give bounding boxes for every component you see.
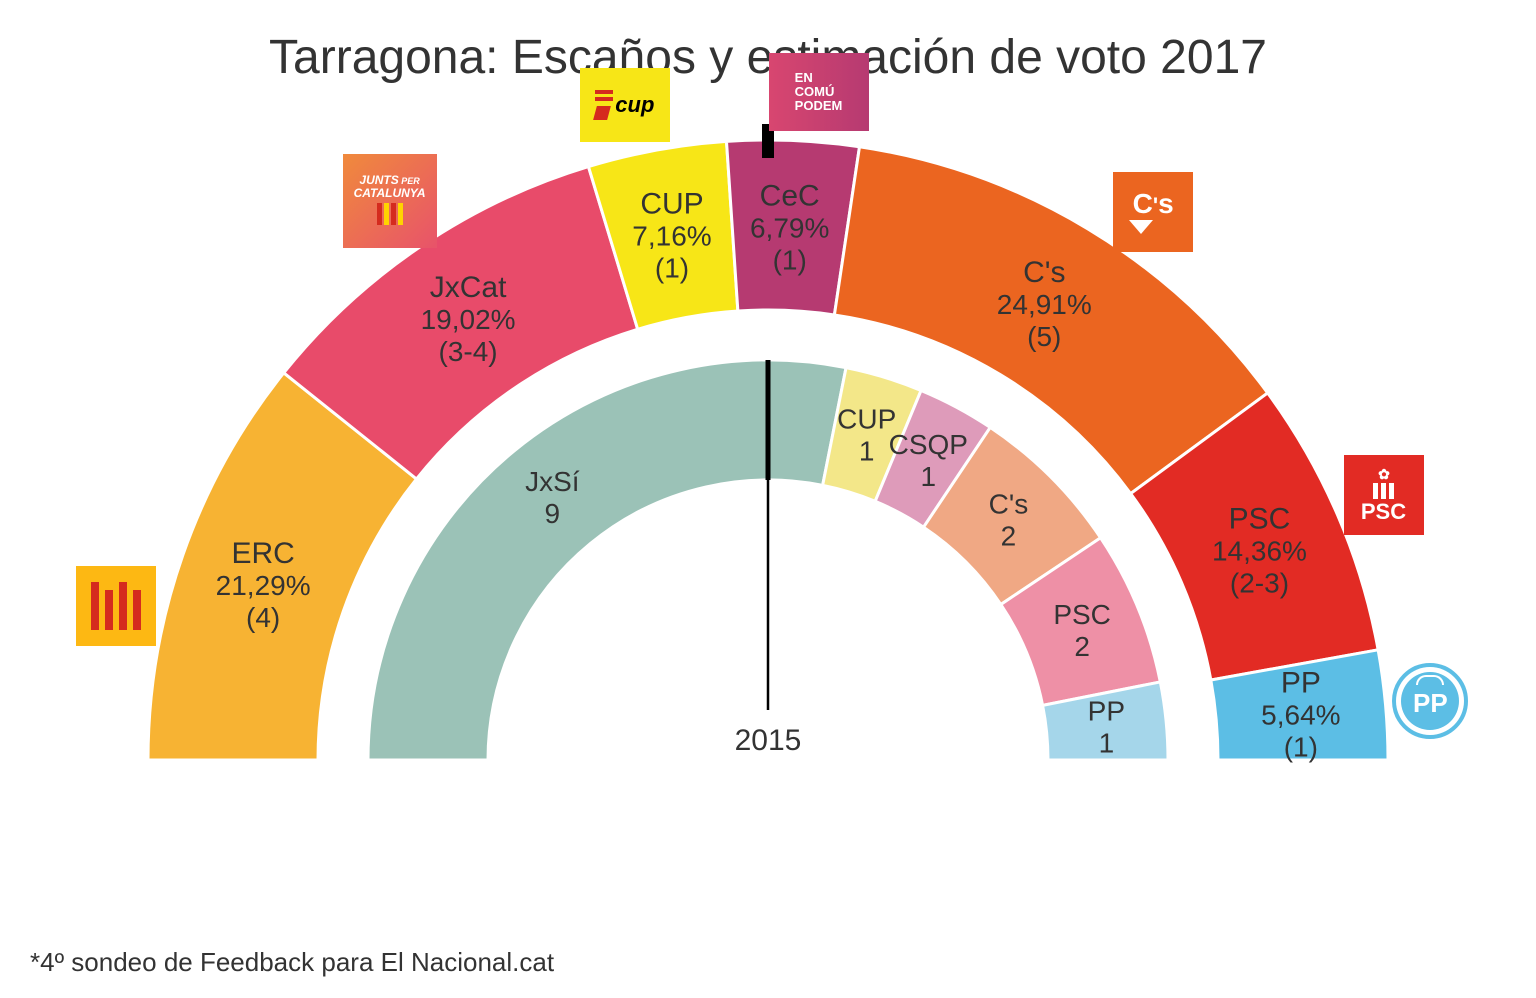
outer-label-pct-jxcat: 19,02% — [421, 304, 516, 335]
logo-erc — [76, 566, 156, 646]
footnote: *4º sondeo de Feedback para El Nacional.… — [30, 947, 554, 978]
outer-label-pct-psc: 14,36% — [1212, 536, 1307, 567]
inner-label-seats-cup2: 1 — [859, 436, 875, 467]
inner-label-name-cs2: C's — [989, 489, 1029, 520]
inner-label-seats-pp2: 1 — [1099, 728, 1115, 759]
inner-label-seats-jxsi: 9 — [545, 498, 561, 529]
outer-label-pct-cup: 7,16% — [632, 221, 711, 252]
inner-label-seats-cs2: 2 — [1001, 521, 1017, 552]
logo-jxcat: JUNTS PERCATALUNYA — [343, 154, 437, 248]
outer-label-pct-pp: 5,64% — [1261, 699, 1340, 730]
logo-cup: cup — [580, 68, 670, 142]
outer-label-name-cup: CUP — [640, 188, 703, 221]
outer-label-pct-cs: 24,91% — [997, 289, 1092, 320]
outer-label-name-jxcat: JxCat — [430, 271, 507, 304]
outer-label-name-cec: CeC — [760, 179, 820, 212]
inner-label-name-cup2: CUP — [837, 404, 896, 435]
logo-cec: ENCOMÚPODEM — [769, 53, 869, 131]
chart-container: ERC21,29%(4)JxCat19,02%(3-4)CUP7,16%(1)C… — [0, 120, 1536, 920]
outer-label-seats-cup: (1) — [655, 253, 689, 284]
inner-label-seats-psc2: 2 — [1074, 631, 1090, 662]
outer-label-seats-pp: (1) — [1284, 731, 1318, 762]
inner-label-name-csqp: CSQP — [889, 429, 968, 460]
outer-label-name-pp: PP — [1281, 666, 1321, 699]
outer-label-name-psc: PSC — [1229, 503, 1291, 536]
inner-label-name-psc2: PSC — [1053, 599, 1111, 630]
inner-label-seats-csqp: 1 — [920, 461, 936, 492]
outer-label-name-cs: C's — [1023, 256, 1065, 289]
outer-label-seats-cs: (5) — [1027, 321, 1061, 352]
logo-psc: ✿PSC — [1344, 455, 1424, 535]
outer-label-name-erc: ERC — [231, 537, 294, 570]
outer-label-seats-psc: (2-3) — [1230, 568, 1289, 599]
outer-label-seats-jxcat: (3-4) — [439, 336, 498, 367]
logo-pp: PP — [1392, 663, 1468, 739]
outer-label-seats-erc: (4) — [246, 602, 280, 633]
center-year: 2015 — [735, 724, 802, 757]
inner-label-name-pp2: PP — [1088, 696, 1125, 727]
outer-label-seats-cec: (1) — [773, 244, 807, 275]
logo-cs: C's — [1113, 172, 1193, 252]
outer-label-pct-cec: 6,79% — [750, 212, 829, 243]
inner-label-name-jxsi: JxSí — [525, 466, 580, 497]
outer-label-pct-erc: 21,29% — [216, 570, 311, 601]
